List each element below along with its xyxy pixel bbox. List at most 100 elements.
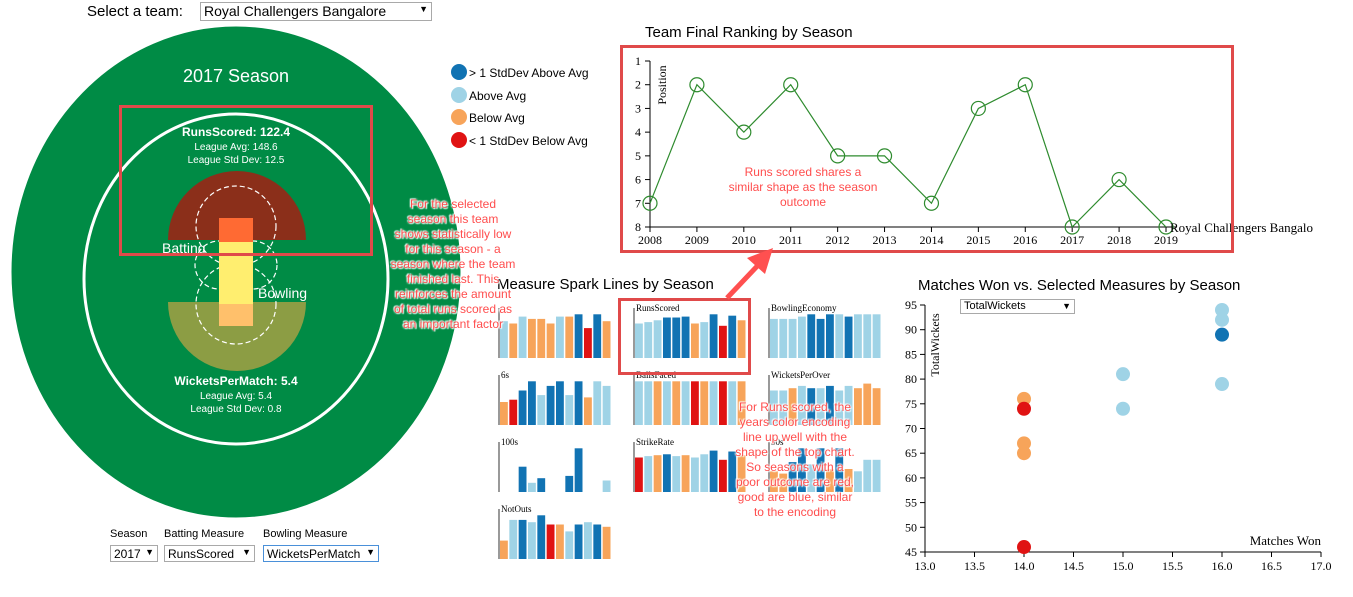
- legend-label: Above Avg: [469, 89, 527, 103]
- scatter-y-tick-label: 50: [905, 520, 917, 534]
- ranking-point[interactable]: [1158, 219, 1174, 235]
- scatter-point[interactable]: [1215, 327, 1229, 342]
- batting-measure-select[interactable]: RunsScored ▼: [164, 545, 255, 562]
- spark-bar: [644, 322, 653, 358]
- spark-bar: [835, 448, 844, 492]
- spark-bar: [644, 381, 653, 425]
- spark-bar: [807, 314, 816, 358]
- scatter-point[interactable]: [1116, 367, 1130, 382]
- y-tick-label: 7: [635, 196, 641, 210]
- scatter-y-tick-label: 70: [905, 422, 917, 436]
- scatter-x-tick-label: 13.0: [915, 559, 936, 573]
- spark-bar: [816, 318, 825, 358]
- x-tick-label: 2013: [873, 233, 897, 247]
- spark-bar: [509, 399, 518, 425]
- ranking-point[interactable]: [923, 195, 940, 211]
- season-title: 2017 Season: [183, 66, 289, 86]
- spark-bar: [798, 448, 806, 492]
- spark-bar: [593, 314, 602, 358]
- scatter-point[interactable]: [1017, 540, 1031, 555]
- season-select[interactable]: 2017 ▼: [110, 545, 158, 562]
- ranking-point[interactable]: [736, 124, 752, 140]
- spark-bar: [854, 471, 862, 492]
- team-select[interactable]: Royal Challengers Bangalore ▼: [200, 2, 432, 21]
- spark-bar: [826, 314, 834, 358]
- ranking-point[interactable]: [1017, 77, 1033, 93]
- scatter-point[interactable]: [1017, 401, 1031, 416]
- chevron-down-icon: ▼: [145, 547, 154, 557]
- spark-bar: [509, 323, 518, 358]
- spark-bar: [644, 456, 653, 492]
- spark-bar: [728, 451, 737, 492]
- bowling-league-std: League Std Dev: 0.8: [190, 404, 282, 415]
- spark-bar: [737, 455, 746, 492]
- ranking-series-label: Royal Challengers Bangalo: [1170, 220, 1313, 235]
- spark-bar: [681, 381, 690, 425]
- ranking-line: [649, 83, 1167, 229]
- spark-bar: [807, 388, 816, 425]
- spark-bar: [584, 522, 592, 559]
- spark-bar: [556, 524, 564, 559]
- spark-bar: [854, 314, 862, 358]
- spark-bar: [798, 316, 806, 358]
- spark-bar: [663, 381, 671, 425]
- spark-bar: [863, 459, 872, 492]
- spark-bar: [770, 471, 778, 492]
- ranking-point[interactable]: [970, 100, 986, 117]
- ranking-point[interactable]: [1111, 171, 1127, 188]
- bowling-measure-select[interactable]: WicketsPerMatch ▼: [263, 545, 379, 562]
- spark-bar: [528, 522, 536, 559]
- spark-bar: [844, 469, 853, 492]
- spark-bar: [798, 385, 806, 425]
- spark-bar: [574, 524, 583, 559]
- scatter-x-tick-label: 13.5: [964, 559, 985, 573]
- spark-bar: [863, 314, 872, 358]
- scatter-point[interactable]: [1017, 391, 1031, 406]
- scatter-point[interactable]: [1215, 312, 1229, 327]
- spark-bar: [788, 462, 797, 492]
- ranking-point[interactable]: [1064, 219, 1080, 235]
- batting-arc: [168, 171, 306, 240]
- annotation-top: Runs scored shares a similar shape as th…: [728, 165, 878, 209]
- ranking-point[interactable]: [783, 77, 799, 93]
- bowling-label: Bowling: [258, 285, 307, 301]
- scatter-y-tick-label: 60: [905, 471, 917, 485]
- scatter-point[interactable]: [1017, 436, 1031, 451]
- chevron-down-icon: ▼: [419, 4, 428, 14]
- measure-select[interactable]: TotalWickets ▼: [960, 299, 1075, 314]
- spark-bar: [779, 318, 788, 358]
- batting-label: Batting: [162, 240, 206, 256]
- scatter-point[interactable]: [1215, 302, 1229, 317]
- spark-panel: StrikeRate: [633, 437, 746, 492]
- spark-bar: [574, 381, 583, 425]
- field-inner-oval: [82, 112, 390, 446]
- spark-bar: [826, 469, 834, 492]
- scatter-point[interactable]: [1116, 401, 1130, 416]
- ranking-point[interactable]: [876, 148, 893, 164]
- scatter-x-tick-label: 15.0: [1113, 559, 1134, 573]
- spark-bar: [691, 323, 699, 358]
- scatter-point[interactable]: [1017, 446, 1031, 461]
- cricket-field: 2017 Season RunsScored: 122.4 League Avg…: [8, 23, 464, 521]
- scatter-y-tick-label: 45: [905, 545, 917, 559]
- batting-league-std: League Std Dev: 12.5: [188, 155, 285, 166]
- scatter-y-tick-label: 95: [905, 298, 917, 312]
- spark-bar: [835, 390, 844, 425]
- spark-bar: [816, 388, 825, 425]
- ranking-point[interactable]: [689, 77, 705, 93]
- scatter-point[interactable]: [1215, 377, 1229, 392]
- pitch-top: [219, 218, 253, 242]
- spark-bar: [602, 480, 611, 492]
- spark-bar: [518, 466, 527, 492]
- scatter-y-tick-label: 75: [905, 397, 917, 411]
- legend-swatch: [451, 109, 467, 125]
- ranking-point[interactable]: [830, 148, 846, 164]
- batting-crease-circle: [195, 185, 277, 267]
- spark-label: 6s: [501, 370, 510, 380]
- spark-bar: [872, 388, 881, 425]
- spark-bar: [719, 381, 727, 425]
- spark-label: RunsScored: [636, 303, 680, 313]
- ranking-point[interactable]: [642, 195, 658, 211]
- spark-bar: [854, 388, 862, 425]
- legend-label: < 1 StdDev Below Avg: [469, 134, 588, 148]
